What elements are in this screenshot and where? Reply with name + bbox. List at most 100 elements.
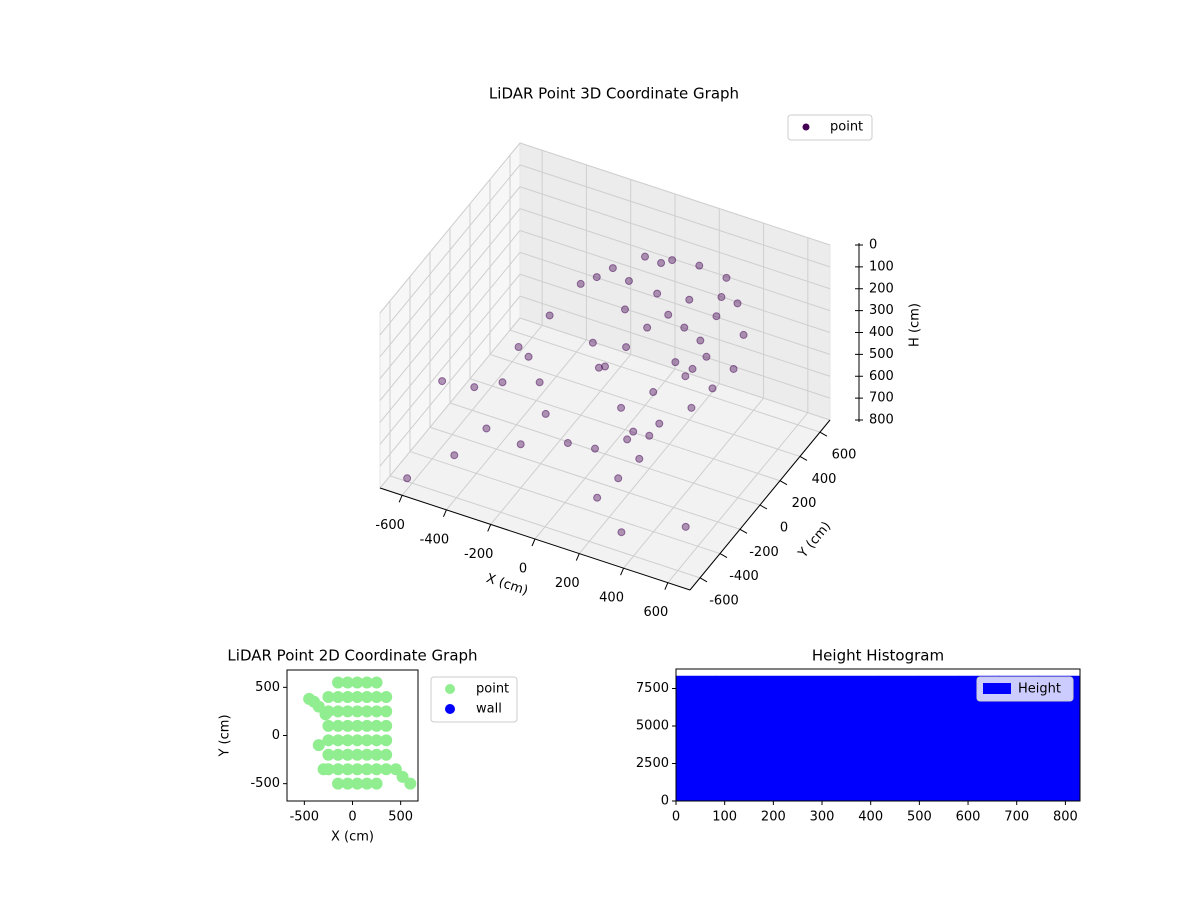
point (322, 690, 335, 703)
x-tick-label: 600 (956, 810, 981, 825)
grid-line (519, 295, 831, 399)
point (671, 358, 680, 367)
point (614, 474, 623, 483)
point (592, 273, 601, 282)
point (317, 763, 330, 776)
point (657, 259, 666, 267)
tick-mark (664, 582, 669, 590)
point (380, 690, 393, 703)
x-axis-label: X (cm) (331, 830, 374, 845)
x-tick-label: 0 (672, 810, 680, 825)
grid-line (509, 329, 821, 433)
tick-mark (759, 504, 768, 510)
chart-title: LiDAR Point 2D Coordinate Graph (227, 647, 477, 665)
point (360, 763, 373, 776)
tick-mark (442, 509, 447, 518)
legend-box (787, 114, 873, 141)
plot-area (303, 676, 417, 790)
tick-mark (779, 480, 788, 486)
point (482, 424, 491, 433)
grid-line (519, 186, 831, 290)
point (653, 289, 662, 298)
tick-mark (531, 538, 536, 547)
point (591, 444, 599, 453)
point (380, 734, 393, 747)
point (360, 734, 373, 747)
y-tick-label: 5000 (636, 719, 669, 734)
point (351, 763, 364, 776)
point (621, 305, 629, 314)
grid-line (449, 402, 761, 506)
point (360, 748, 373, 761)
bar (797, 675, 839, 801)
point (688, 364, 697, 373)
point (645, 431, 654, 440)
z-tick-label: 300 (869, 303, 894, 318)
point (516, 440, 525, 449)
z-tick-label: 800 (869, 413, 894, 428)
bar (756, 675, 798, 801)
point (332, 676, 345, 689)
chart-title: LiDAR Point 3D Coordinate Graph (489, 85, 739, 103)
point (351, 705, 364, 718)
grid-line (519, 230, 831, 333)
point (319, 708, 332, 721)
y-tick-label: 400 (812, 472, 837, 487)
point (687, 403, 696, 412)
bar (716, 675, 758, 801)
x-tick-label: 700 (1004, 810, 1029, 825)
point (696, 336, 705, 345)
grid-line (429, 426, 741, 530)
grid-line (489, 353, 801, 457)
point (370, 690, 383, 703)
point (322, 719, 335, 732)
point (360, 705, 373, 718)
point (341, 719, 354, 732)
point (380, 705, 393, 718)
point (541, 409, 550, 418)
x-tick-label: 400 (858, 810, 883, 825)
tick-mark (575, 553, 580, 561)
point (341, 763, 354, 776)
grid-line (519, 164, 831, 268)
x-tick-label: 400 (599, 591, 624, 606)
x-tick-label: 300 (810, 810, 835, 825)
grid-line (379, 252, 521, 423)
grid-line (389, 475, 701, 579)
tick-mark (739, 528, 748, 534)
y-tick-label: -200 (749, 545, 779, 560)
x-tick-label: 600 (643, 605, 668, 620)
bar (918, 675, 960, 801)
point (535, 378, 544, 387)
point (450, 451, 459, 460)
grid-line (379, 164, 521, 336)
point (601, 362, 609, 371)
point (695, 261, 704, 270)
grid-line (519, 317, 831, 421)
legend-label: Height (1018, 682, 1061, 697)
point (403, 474, 412, 483)
point (351, 748, 364, 761)
x-tick-label: 0 (519, 562, 527, 577)
y-tick-label: -600 (709, 593, 739, 608)
point (380, 763, 393, 776)
legend-label: point (830, 120, 863, 135)
grid-line (379, 142, 521, 314)
point (664, 310, 673, 319)
point (360, 676, 373, 689)
tick-mark (799, 455, 808, 461)
point (722, 273, 731, 282)
point (370, 676, 383, 689)
y-tick-label: -500 (250, 776, 280, 791)
legend-patch (983, 683, 1011, 694)
point (498, 378, 507, 387)
x-tick-label: 0 (348, 810, 356, 825)
point (351, 777, 364, 790)
chart-title: Height Histogram (812, 647, 944, 665)
y-axis-label: Y (cm) (218, 714, 233, 757)
point (396, 770, 409, 783)
legend-label: point (476, 682, 509, 697)
point (470, 383, 479, 392)
y-tick-label: 7500 (636, 681, 669, 696)
point (341, 705, 354, 718)
